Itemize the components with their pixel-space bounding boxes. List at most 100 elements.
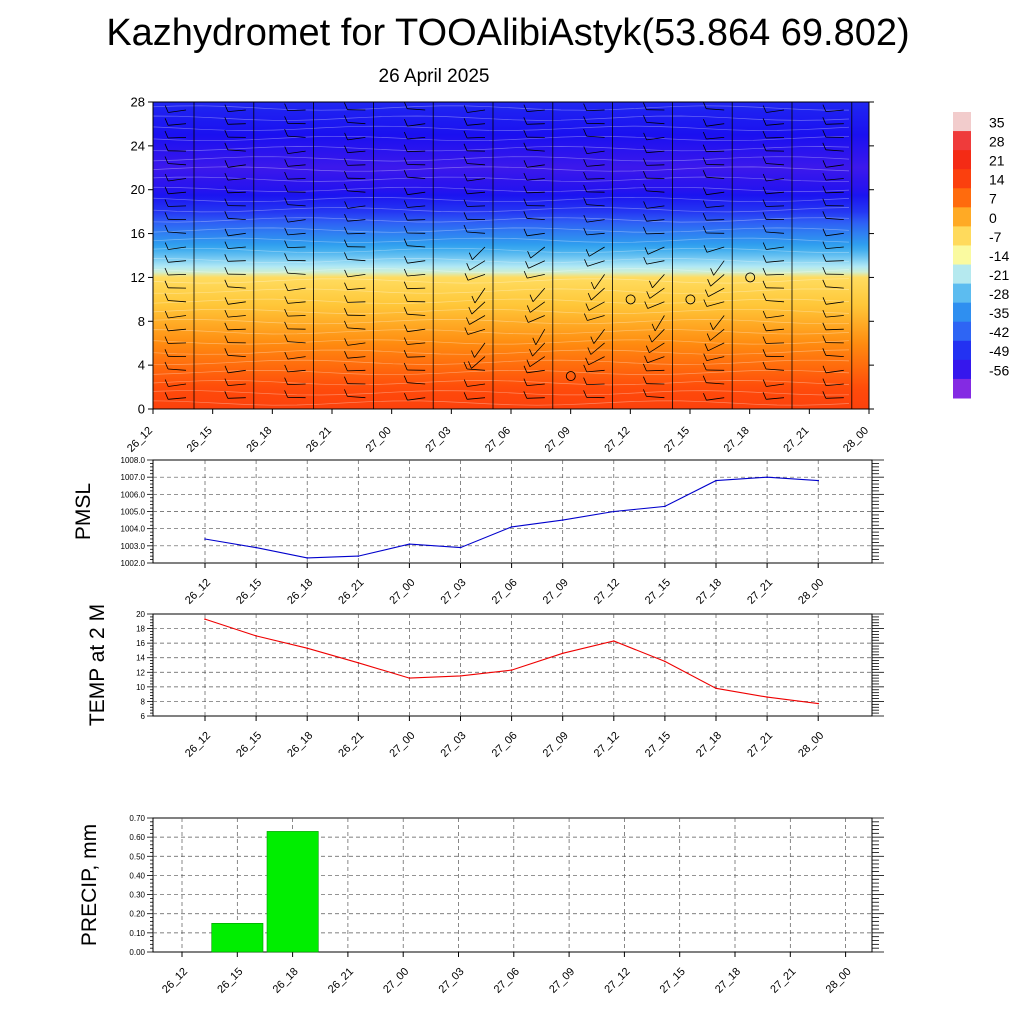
data-point [561, 652, 564, 655]
wind-barb-feather [706, 333, 711, 341]
wind-barb [706, 123, 725, 127]
wind-barb-feather [403, 157, 408, 165]
wind-barb [588, 246, 605, 257]
wind-barb [347, 219, 366, 222]
wind-barb-feather [164, 349, 169, 357]
wind-barb-feather [284, 214, 289, 223]
y-axis-title: PMSL [72, 483, 95, 540]
wind-barb-feather [762, 105, 767, 113]
colorbar-label: -28 [989, 286, 1009, 302]
wind-barb-feather [164, 310, 169, 319]
wind-barb-feather [464, 273, 469, 281]
wind-barb-feather [762, 310, 767, 319]
wind-barb-feather [164, 130, 169, 139]
wind-barb-feather [702, 101, 707, 109]
wind-barb-feather [643, 226, 647, 235]
pmsl-panel: 1002.0 1003.0 1004.0 1005.0 1006.0 1007.0 1008… [72, 456, 884, 607]
wind-barb-feather [762, 186, 767, 194]
wind-barb [227, 217, 246, 220]
x-tick-label: 26_18 [244, 425, 274, 455]
wind-barb-feather [583, 146, 588, 154]
wind-barb [407, 342, 426, 345]
wind-barb-feather [224, 228, 229, 236]
wind-barb-feather [644, 301, 649, 309]
wind-barb [466, 163, 486, 166]
x-tick-label: 28_00 [841, 425, 871, 455]
x-tick-label: 27_09 [547, 966, 577, 996]
wind-barb-feather [463, 156, 468, 164]
wind-barb-feather [583, 364, 588, 373]
data-point [766, 476, 768, 479]
wind-barb [407, 176, 426, 179]
wind-barb-feather [468, 306, 473, 315]
wind-barb-feather [404, 324, 408, 332]
wind-barb-feather [463, 105, 468, 113]
wind-barb [407, 150, 426, 153]
wind-barb-feather [583, 390, 587, 398]
x-tick-label: 27_21 [745, 730, 775, 760]
calm-wind-marker [685, 294, 696, 305]
wind-barb-feather [463, 143, 468, 151]
wind-barb-feather [344, 214, 348, 222]
wind-barb [654, 315, 665, 332]
wind-barb [467, 123, 486, 126]
wind-barb [168, 397, 187, 400]
wind-barb-feather [403, 213, 408, 221]
wind-barb-feather [164, 361, 169, 370]
wind-barb [526, 149, 545, 152]
wind-barb [467, 109, 486, 113]
y-tick-label: 1008.0 [121, 456, 146, 465]
data-point [664, 660, 666, 663]
wind-barb [713, 260, 725, 276]
wind-barb-feather [523, 160, 528, 168]
wind-barb [646, 122, 665, 125]
wind-barb-feather [583, 171, 587, 180]
wind-barb-feather [702, 144, 707, 152]
y-tick-label: 1006.0 [121, 490, 146, 499]
colorbar-swatch [953, 245, 971, 266]
precip-bar [211, 922, 264, 953]
colorbar-swatch [953, 359, 971, 380]
wind-barb-feather [164, 199, 169, 207]
wind-barb-feather [702, 200, 707, 208]
wind-barb [647, 246, 665, 255]
data-point [715, 687, 717, 690]
wind-barb [407, 260, 426, 264]
wind-barb-feather [224, 211, 229, 219]
wind-barb-feather [164, 143, 169, 151]
x-tick-label: 26_12 [160, 966, 190, 996]
wind-barb-feather [164, 212, 169, 220]
wind-barb-feather [164, 392, 169, 400]
wind-barb [287, 315, 306, 317]
wind-barb [467, 178, 486, 182]
precip-bar [266, 831, 319, 953]
wind-barb-feather [403, 350, 408, 358]
wind-barb-feather [468, 361, 472, 369]
wind-barb [706, 205, 725, 208]
wind-barb-feather [523, 270, 528, 279]
wind-barb [347, 205, 366, 209]
data-point [715, 479, 717, 482]
wind-barb-feather [643, 132, 647, 141]
x-tick-label: 26_12 [125, 425, 155, 455]
colorbar-label: 28 [989, 134, 1005, 150]
wind-barb [168, 383, 187, 387]
wind-barb [765, 205, 785, 207]
wind-barb [167, 163, 187, 166]
wind-barb-feather [703, 299, 708, 307]
wind-barb [765, 368, 785, 371]
wind-barb [287, 150, 306, 154]
wind-barb-feather [822, 391, 827, 399]
wind-barb-feather [344, 171, 348, 179]
x-tick-label: 27_03 [423, 425, 453, 455]
wind-barb [766, 397, 785, 400]
wind-barb-feather [403, 170, 408, 178]
wind-barb-feather [526, 305, 531, 313]
wind-barb-feather [164, 118, 169, 126]
wind-barb [347, 232, 366, 235]
wind-barb-feather [702, 225, 707, 234]
wind-barb-feather [224, 104, 229, 112]
wind-barb-feather [651, 323, 656, 332]
wind-barb-feather [822, 266, 827, 275]
colorbar-label: 0 [989, 210, 997, 226]
